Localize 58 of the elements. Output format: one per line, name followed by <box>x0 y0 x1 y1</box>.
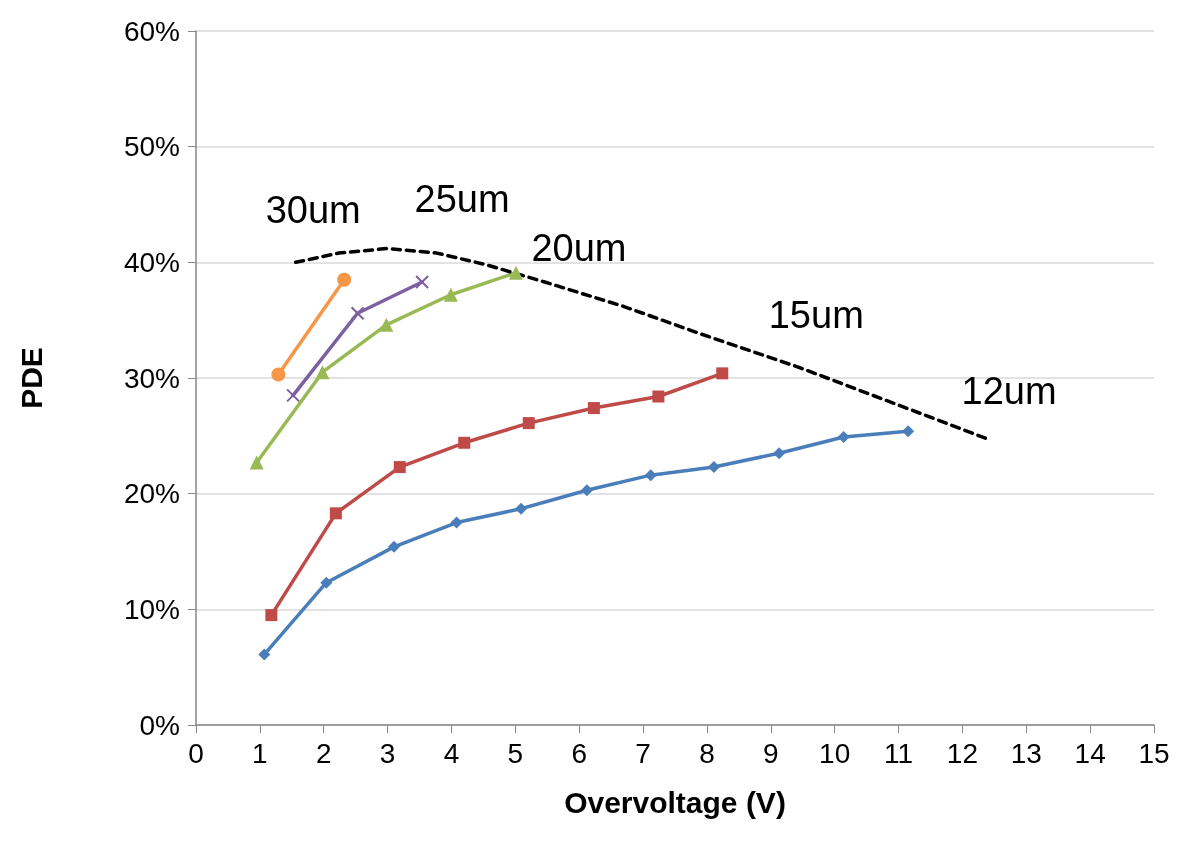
y-tick-label: 40% <box>123 246 180 278</box>
x-tick-label: 14 <box>1074 737 1106 769</box>
x-tick-label: 4 <box>443 737 460 769</box>
x-tick-label: 15 <box>1138 737 1170 769</box>
x-tick-label: 12 <box>946 737 978 769</box>
y-tick-label: 10% <box>123 593 180 625</box>
x-tick-label: 1 <box>252 737 268 769</box>
y-axis-title: PDE <box>14 347 48 409</box>
point <box>580 484 593 497</box>
point <box>450 516 463 529</box>
x-tick-label: 0 <box>188 737 204 769</box>
series-label: 12um <box>961 370 1057 413</box>
point <box>265 609 278 622</box>
x-tick-label: 3 <box>379 737 396 769</box>
point <box>837 430 850 443</box>
y-tick-label: 60% <box>123 15 180 47</box>
point <box>350 306 365 321</box>
point <box>286 388 301 403</box>
point <box>716 367 729 380</box>
point <box>329 507 342 520</box>
point <box>587 402 600 415</box>
x-axis-title: Overvoltage (V) <box>564 785 786 819</box>
point <box>644 469 657 482</box>
y-tick-label: 30% <box>123 362 180 394</box>
series-label: 15um <box>768 294 864 337</box>
series-label: 20um <box>531 226 627 269</box>
x-tick-label: 8 <box>699 737 715 769</box>
point <box>393 461 406 474</box>
point <box>902 425 915 438</box>
y-tick-label: 50% <box>123 131 180 163</box>
point <box>249 455 264 470</box>
point <box>320 576 333 589</box>
x-tick-label: 9 <box>763 737 779 769</box>
point <box>522 417 535 430</box>
x-tick-label: 2 <box>315 737 332 769</box>
x-tick-label: 11 <box>883 737 914 769</box>
point <box>508 265 523 280</box>
point <box>415 275 430 289</box>
point <box>443 287 458 302</box>
point <box>773 447 786 460</box>
x-tick-label: 5 <box>507 737 524 769</box>
x-tick-label: 7 <box>635 737 651 769</box>
x-tick-label: 10 <box>819 737 851 769</box>
x-tick-label: 13 <box>1010 737 1042 769</box>
point <box>515 502 528 515</box>
point <box>315 365 330 380</box>
point <box>258 648 271 661</box>
series-label: 25um <box>414 178 510 220</box>
point <box>337 272 352 287</box>
point <box>387 540 400 553</box>
point <box>652 390 665 403</box>
y-tick-label: 20% <box>123 478 180 510</box>
point <box>379 317 394 332</box>
point <box>458 436 471 449</box>
y-tick-label: 0% <box>139 709 180 741</box>
series-label: 30um <box>265 188 361 231</box>
x-tick-label: 6 <box>571 737 587 769</box>
point <box>271 367 286 382</box>
